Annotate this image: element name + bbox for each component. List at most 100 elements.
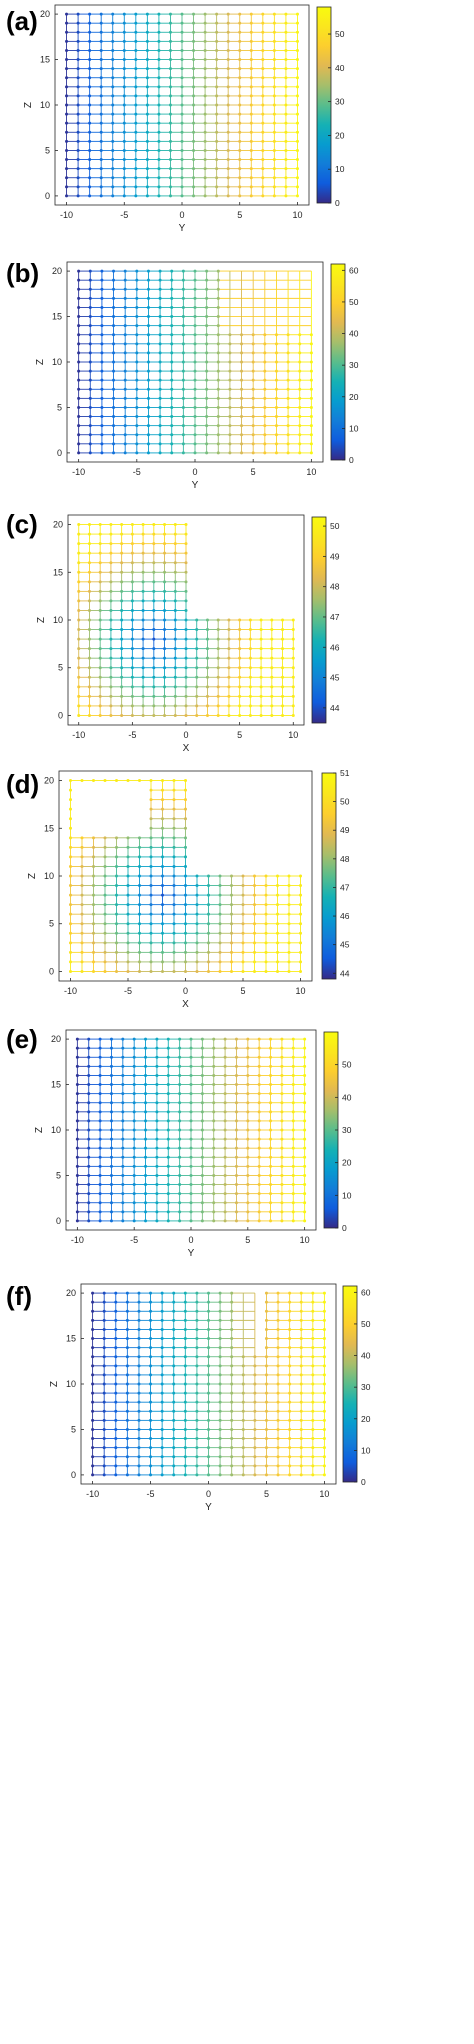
data-point bbox=[112, 378, 116, 382]
x-tick-label: 10 bbox=[295, 986, 305, 996]
data-point bbox=[130, 675, 134, 679]
data-point bbox=[77, 424, 81, 428]
data-point bbox=[88, 269, 92, 273]
data-point bbox=[172, 874, 176, 878]
data-point bbox=[205, 342, 209, 346]
data-point bbox=[226, 58, 230, 62]
data-point bbox=[291, 685, 295, 689]
data-point bbox=[109, 637, 113, 641]
y-tick-label: 15 bbox=[44, 823, 54, 833]
data-point bbox=[158, 387, 162, 391]
data-point bbox=[88, 94, 92, 98]
data-point bbox=[172, 960, 176, 964]
data-point bbox=[291, 713, 295, 717]
data-point bbox=[226, 67, 230, 71]
data-point bbox=[122, 194, 126, 198]
data-point bbox=[80, 893, 84, 897]
data-point bbox=[152, 713, 156, 717]
data-point bbox=[207, 893, 210, 897]
data-point bbox=[249, 139, 253, 143]
data-point bbox=[112, 324, 116, 328]
data-point bbox=[203, 167, 207, 171]
data-point bbox=[195, 903, 199, 907]
data-point bbox=[145, 85, 149, 89]
data-point bbox=[251, 396, 255, 400]
data-point bbox=[112, 278, 116, 282]
data-point bbox=[272, 112, 276, 116]
data-point bbox=[88, 396, 92, 400]
data-point bbox=[215, 85, 219, 89]
x-tick-label: -10 bbox=[60, 210, 73, 220]
data-point bbox=[193, 451, 197, 455]
data-point bbox=[253, 893, 256, 897]
data-point bbox=[109, 599, 113, 603]
data-point bbox=[92, 931, 95, 935]
data-point bbox=[205, 675, 209, 679]
colorbar-tick-label: 40 bbox=[349, 329, 359, 339]
data-point bbox=[261, 139, 265, 143]
data-point bbox=[180, 30, 184, 34]
data-point bbox=[205, 269, 209, 273]
data-point bbox=[77, 694, 81, 698]
data-point bbox=[226, 176, 230, 180]
data-point bbox=[218, 884, 222, 888]
data-point bbox=[238, 666, 242, 670]
data-point bbox=[88, 67, 92, 71]
data-point bbox=[272, 103, 276, 107]
data-point bbox=[99, 30, 103, 34]
data-point bbox=[88, 130, 92, 134]
data-point bbox=[172, 826, 176, 830]
colorbar-tick-label: 48 bbox=[340, 854, 350, 864]
data-point bbox=[215, 167, 219, 171]
data-point bbox=[184, 532, 188, 536]
data-point bbox=[120, 542, 124, 546]
data-point bbox=[261, 185, 265, 189]
data-point bbox=[65, 94, 69, 98]
data-point bbox=[111, 94, 115, 98]
data-point bbox=[157, 76, 161, 80]
data-point bbox=[238, 12, 242, 16]
data-point bbox=[170, 287, 174, 291]
data-point bbox=[92, 950, 95, 954]
data-point bbox=[157, 139, 161, 143]
data-point bbox=[238, 58, 242, 62]
data-point bbox=[145, 121, 149, 125]
x-tick-label: -5 bbox=[133, 467, 141, 477]
data-point bbox=[152, 637, 156, 641]
data-point bbox=[134, 194, 138, 198]
data-point bbox=[218, 950, 222, 954]
data-point bbox=[76, 48, 80, 52]
data-point bbox=[146, 324, 150, 328]
data-point bbox=[77, 324, 81, 328]
data-point bbox=[161, 884, 164, 888]
data-point bbox=[134, 67, 138, 71]
data-point bbox=[138, 941, 141, 945]
data-point bbox=[100, 296, 104, 300]
data-point bbox=[261, 67, 265, 71]
data-point bbox=[122, 76, 126, 80]
data-point bbox=[103, 874, 107, 878]
data-point bbox=[87, 532, 91, 536]
data-point bbox=[226, 167, 230, 171]
data-point bbox=[203, 58, 207, 62]
data-point bbox=[109, 523, 113, 527]
data-point bbox=[146, 433, 150, 437]
data-point bbox=[203, 139, 207, 143]
data-point bbox=[109, 589, 113, 593]
data-point bbox=[286, 405, 290, 409]
data-point bbox=[248, 647, 252, 651]
data-point bbox=[130, 628, 134, 632]
data-point bbox=[138, 922, 141, 926]
data-point bbox=[274, 451, 278, 455]
data-point bbox=[226, 185, 230, 189]
data-point bbox=[249, 112, 253, 116]
data-point bbox=[253, 931, 256, 935]
data-point bbox=[87, 656, 91, 660]
data-point bbox=[261, 176, 265, 180]
data-point bbox=[184, 608, 188, 612]
data-point bbox=[77, 656, 81, 660]
data-point bbox=[120, 570, 124, 574]
data-point bbox=[149, 874, 153, 878]
data-point bbox=[272, 30, 276, 34]
data-point bbox=[203, 121, 207, 125]
